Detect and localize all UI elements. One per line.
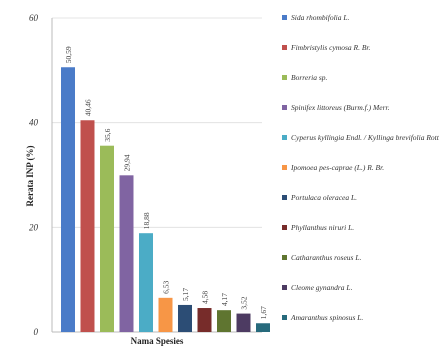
legend-swatch (282, 225, 287, 230)
legend-label: Cleome gynandra L. (291, 283, 353, 292)
legend-label: Cyperus kyllingia Endl. / Kyllinga brevi… (291, 133, 439, 142)
y-axis-title: Rerata INP (%) (25, 146, 35, 207)
legend: Sida rhombifolia L. Fimbristylis cymosa R… (282, 13, 439, 322)
bar (80, 120, 95, 332)
y-tick-label: 0 (34, 327, 39, 337)
value-label: 29,94 (123, 154, 132, 171)
bars (61, 67, 270, 332)
legend-label: Fimbristylis cymosa R. Br. (290, 43, 370, 52)
bar (158, 297, 173, 332)
legend-swatch (282, 15, 287, 20)
legend-label: Portulaca oleracea L. (290, 193, 357, 202)
bar (217, 310, 231, 332)
bar (197, 308, 212, 332)
legend-swatch (282, 75, 287, 80)
bar (236, 313, 251, 332)
bar (61, 67, 75, 332)
value-label: 6,53 (162, 280, 171, 293)
legend-label: Catharanthus roseus L. (291, 253, 361, 262)
legend-swatch (282, 105, 287, 110)
legend-label: Spinifex littoreus (Burm.f.) Merr. (291, 103, 390, 112)
y-tick-label: 20 (29, 222, 39, 232)
value-label: 40,46 (84, 99, 93, 116)
legend-swatch (282, 165, 287, 170)
legend-swatch (282, 45, 287, 50)
value-label: 4,58 (201, 291, 210, 304)
legend-swatch (282, 135, 287, 140)
value-label: 1,67 (259, 306, 268, 319)
legend-label: Amaranthus spinosus L. (290, 313, 363, 322)
value-labels: 50,59 40,46 35,6 29,94 18,88 6,53 5,17 4,58 4,17… (64, 46, 268, 319)
bar (178, 304, 192, 332)
value-label: 4,17 (220, 293, 229, 306)
legend-label: Ipomoea pes-caprae (L.) R. Br. (290, 163, 384, 172)
value-label: 18,88 (142, 212, 151, 229)
bar (139, 233, 153, 332)
bar (256, 323, 270, 332)
x-axis-title: Nama Spesies (131, 336, 184, 346)
y-tick-label: 40 (29, 118, 39, 128)
legend-swatch (282, 195, 287, 200)
value-label: 50,59 (64, 46, 73, 63)
legend-swatch (282, 255, 287, 260)
value-label: 35,6 (103, 128, 112, 141)
y-tick-label: 60 (29, 13, 39, 23)
bar (100, 145, 114, 332)
legend-label: Borreria sp. (291, 73, 328, 82)
legend-label: Phyllanthus niruri L. (290, 223, 354, 232)
value-label: 3,52 (240, 296, 249, 309)
legend-swatch (282, 285, 287, 290)
y-tick-labels: 0 20 40 60 (29, 13, 39, 337)
legend-swatch (282, 315, 287, 320)
legend-label: Sida rhombifolia L. (291, 13, 350, 22)
bar (119, 175, 134, 332)
value-label: 5,17 (181, 288, 190, 301)
